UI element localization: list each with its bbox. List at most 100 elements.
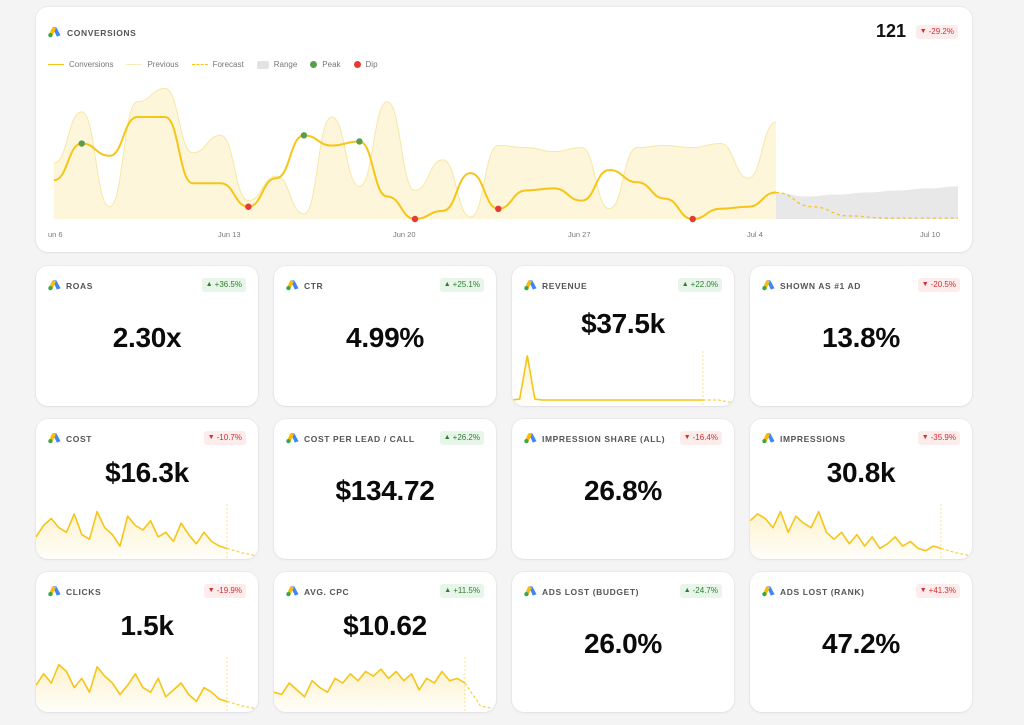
sparkline-line bbox=[750, 510, 942, 552]
kpi-card[interactable]: ROAS ▲ +36.5% 2.30x bbox=[36, 266, 258, 406]
range-swatch-icon bbox=[256, 60, 269, 69]
arrow-up-icon: ▲ bbox=[444, 587, 452, 594]
kpi-value: 47.2% bbox=[822, 628, 900, 659]
google-ads-logo-icon bbox=[286, 433, 299, 444]
legend-conversions[interactable]: Conversions bbox=[48, 60, 113, 69]
change-badge: ▲ +26.2% bbox=[439, 431, 484, 445]
x-axis-label: Jul 4 bbox=[747, 230, 763, 239]
kpi-card[interactable]: ADS LOST (RANK) ▼ +41.3% 47.2% bbox=[750, 572, 972, 712]
sparkline-forecast bbox=[226, 547, 258, 557]
change-badge: ▲ +22.0% bbox=[677, 278, 722, 292]
kpi-card[interactable]: SHOWN AS #1 AD ▼ -20.5% 13.8% bbox=[750, 266, 972, 406]
card-title: ADS LOST (BUDGET) bbox=[542, 587, 640, 597]
kpi-card[interactable]: CLICKS ▼ -19.9% 1.5k bbox=[36, 572, 258, 712]
sparkline-line bbox=[36, 510, 228, 550]
x-axis-label: Jul 10 bbox=[920, 230, 941, 239]
change-badge: ▲ +36.5% bbox=[201, 278, 246, 292]
sparkline-forecast bbox=[702, 399, 734, 404]
google-ads-logo-icon bbox=[48, 586, 61, 597]
kpi-card[interactable]: COST PER LEAD / CALL ▲ +26.2% $134.72 bbox=[274, 419, 496, 559]
change-value: +41.3% bbox=[928, 586, 956, 595]
arrow-up-icon: ▲ bbox=[205, 281, 213, 288]
kpi-value: 1.5k bbox=[120, 610, 174, 641]
kpi-value: 13.8% bbox=[822, 322, 900, 353]
arrow-down-icon: ▼ bbox=[683, 434, 691, 441]
peak-marker bbox=[300, 132, 308, 139]
x-axis-label: Jun 13 bbox=[218, 230, 241, 239]
sparkline-line bbox=[36, 663, 228, 703]
arrow-up-icon: ▲ bbox=[443, 434, 451, 441]
sparkline-area bbox=[512, 355, 703, 406]
forecast-series-line bbox=[775, 191, 958, 219]
legend-forecast[interactable]: Forecast bbox=[191, 60, 244, 69]
dip-marker bbox=[245, 203, 252, 210]
card-title: REVENUE bbox=[542, 281, 588, 291]
sparkline-chart bbox=[512, 351, 734, 406]
change-badge: ▲ +11.5% bbox=[440, 584, 484, 598]
legend-peak[interactable]: Peak bbox=[310, 60, 341, 69]
kpi-card[interactable]: AVG. CPC ▲ +11.5% $10.62 bbox=[274, 572, 496, 712]
sparkline-area bbox=[36, 664, 227, 712]
dip-marker bbox=[411, 215, 419, 223]
peak-marker bbox=[356, 138, 363, 145]
kpi-value: 2.30x bbox=[112, 322, 182, 353]
card-title: COST PER LEAD / CALL bbox=[304, 434, 415, 444]
kpi-value: $16.3k bbox=[105, 457, 189, 488]
change-value: -29.2% bbox=[928, 27, 954, 36]
conversions-series-line bbox=[53, 116, 777, 221]
kpi-card[interactable]: ADS LOST (BUDGET) ▲ -24.7% 26.0% bbox=[512, 572, 734, 712]
forecast-range-area bbox=[776, 186, 958, 219]
legend-label: Previous bbox=[147, 60, 179, 69]
card-title: SHOWN AS #1 AD bbox=[780, 281, 861, 291]
sparkline-area bbox=[36, 511, 227, 559]
change-badge: ▼ +41.3% bbox=[915, 584, 960, 598]
sparkline-line bbox=[274, 668, 466, 698]
card-title: IMPRESSION SHARE (ALL) bbox=[542, 434, 666, 444]
kpi-card[interactable]: REVENUE ▲ +22.0% $37.5k bbox=[512, 266, 734, 406]
main-value: 121 bbox=[875, 21, 906, 41]
legend-label: Conversions bbox=[69, 60, 114, 69]
arrow-down-icon: ▼ bbox=[919, 28, 927, 35]
card-title: AVG. CPC bbox=[304, 587, 350, 597]
arrow-up-icon: ▲ bbox=[681, 281, 689, 288]
kpi-value: 26.8% bbox=[584, 475, 662, 506]
kpi-card[interactable]: CTR ▲ +25.1% 4.99% bbox=[274, 266, 496, 406]
google-ads-logo-icon bbox=[524, 586, 537, 597]
change-value: -10.7% bbox=[216, 433, 242, 442]
legend-label: Peak bbox=[322, 60, 341, 69]
previous-series-line bbox=[53, 87, 777, 218]
sparkline-chart bbox=[750, 504, 972, 559]
change-value: +11.5% bbox=[453, 586, 480, 595]
legend-label: Dip bbox=[365, 60, 378, 69]
google-ads-logo-icon bbox=[762, 586, 775, 597]
google-ads-logo-icon bbox=[48, 27, 61, 38]
card-title: ADS LOST (RANK) bbox=[780, 587, 865, 597]
sparkline-area bbox=[750, 511, 941, 559]
kpi-card[interactable]: IMPRESSION SHARE (ALL) ▼ -16.4% 26.8% bbox=[512, 419, 734, 559]
legend-range[interactable]: Range bbox=[256, 60, 297, 69]
line-swatch-icon bbox=[126, 64, 143, 65]
change-value: -19.9% bbox=[216, 586, 242, 595]
change-value: +25.1% bbox=[452, 280, 480, 289]
legend-previous[interactable]: Previous bbox=[126, 60, 179, 69]
dip-dot-icon bbox=[353, 61, 361, 68]
x-axis-label: Jun 20 bbox=[393, 230, 416, 239]
kpi-card[interactable]: COST ▼ -10.7% $16.3k bbox=[36, 419, 258, 559]
dashed-line-swatch-icon bbox=[191, 64, 208, 65]
change-badge: ▲ -24.7% bbox=[679, 584, 722, 598]
google-ads-logo-icon bbox=[286, 586, 299, 597]
change-value: -35.9% bbox=[930, 433, 956, 442]
peak-marker bbox=[78, 140, 85, 147]
google-ads-logo-icon bbox=[48, 433, 61, 444]
change-badge: ▼ -29.2% bbox=[915, 25, 958, 39]
kpi-card[interactable]: IMPRESSIONS ▼ -35.9% 30.8k bbox=[750, 419, 972, 559]
change-value: -16.4% bbox=[692, 433, 718, 442]
arrow-down-icon: ▼ bbox=[207, 434, 215, 441]
google-ads-logo-icon bbox=[762, 433, 775, 444]
google-ads-logo-icon bbox=[762, 280, 775, 291]
google-ads-logo-icon bbox=[48, 280, 61, 291]
change-value: -20.5% bbox=[930, 280, 956, 289]
legend-dip[interactable]: Dip bbox=[353, 60, 378, 69]
sparkline-forecast bbox=[226, 700, 258, 710]
peak-dot-icon bbox=[310, 61, 318, 68]
